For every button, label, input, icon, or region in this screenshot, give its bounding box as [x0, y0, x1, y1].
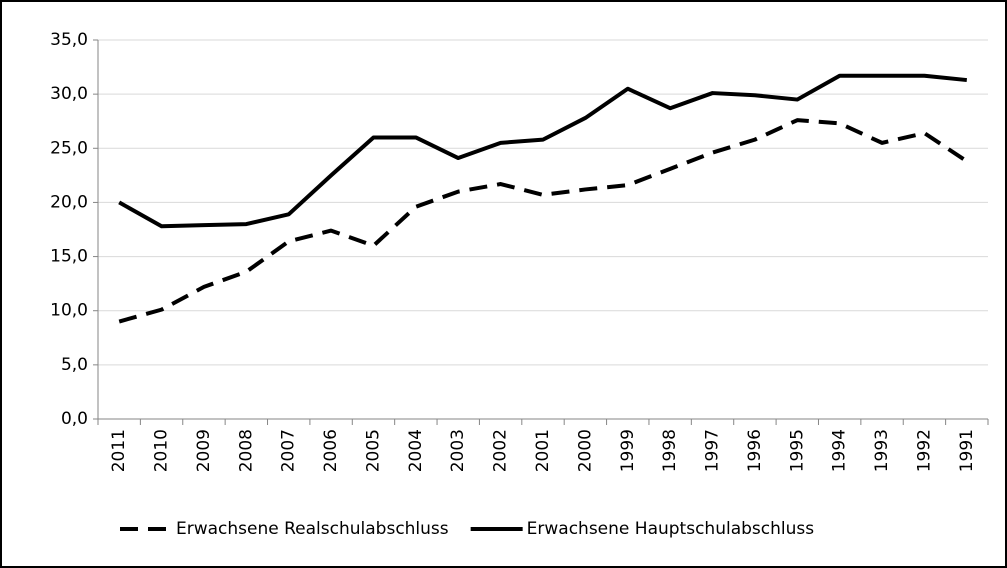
x-tick-label: 2003 — [448, 429, 468, 472]
x-tick-label: 2005 — [363, 429, 383, 472]
legend-label: Erwachsene Hauptschulabschluss — [527, 519, 815, 539]
x-tick-label: 2000 — [575, 429, 595, 472]
x-tick-label: 2004 — [406, 429, 426, 472]
x-tick-label: 2009 — [194, 429, 214, 472]
series-line — [118, 118, 968, 324]
x-tick-label: 1997 — [703, 429, 723, 472]
x-tick-label: 1999 — [618, 429, 638, 472]
x-tick-label: 2006 — [321, 429, 341, 472]
y-tick-label: 5,0 — [61, 355, 88, 375]
x-tick-label: 2010 — [152, 429, 172, 472]
y-tick-label: 30,0 — [50, 84, 88, 104]
x-tick-label: 1998 — [660, 429, 680, 472]
x-tick-label: 1992 — [914, 429, 934, 472]
x-tick-label: 1994 — [830, 429, 850, 472]
y-tick-label: 25,0 — [50, 138, 88, 158]
x-tick-label: 2007 — [279, 429, 299, 472]
y-tick-label: 15,0 — [50, 247, 88, 267]
x-tick-label: 1996 — [745, 429, 765, 472]
x-tick-label: 2002 — [491, 429, 511, 472]
y-tick-label: 20,0 — [50, 192, 88, 212]
y-tick-label: 35,0 — [50, 30, 88, 50]
x-tick-label: 2001 — [533, 429, 553, 472]
x-tick-label: 1991 — [957, 429, 977, 472]
x-tick-label: 2008 — [236, 429, 256, 472]
x-tick-label: 2011 — [109, 429, 129, 472]
x-tick-label: 1993 — [872, 429, 892, 472]
y-tick-label: 10,0 — [50, 301, 88, 321]
series-line — [118, 73, 968, 229]
legend-label: Erwachsene Realschulabschluss — [176, 519, 449, 539]
y-tick-label: 0,0 — [61, 409, 88, 429]
x-tick-label: 1995 — [787, 429, 807, 472]
